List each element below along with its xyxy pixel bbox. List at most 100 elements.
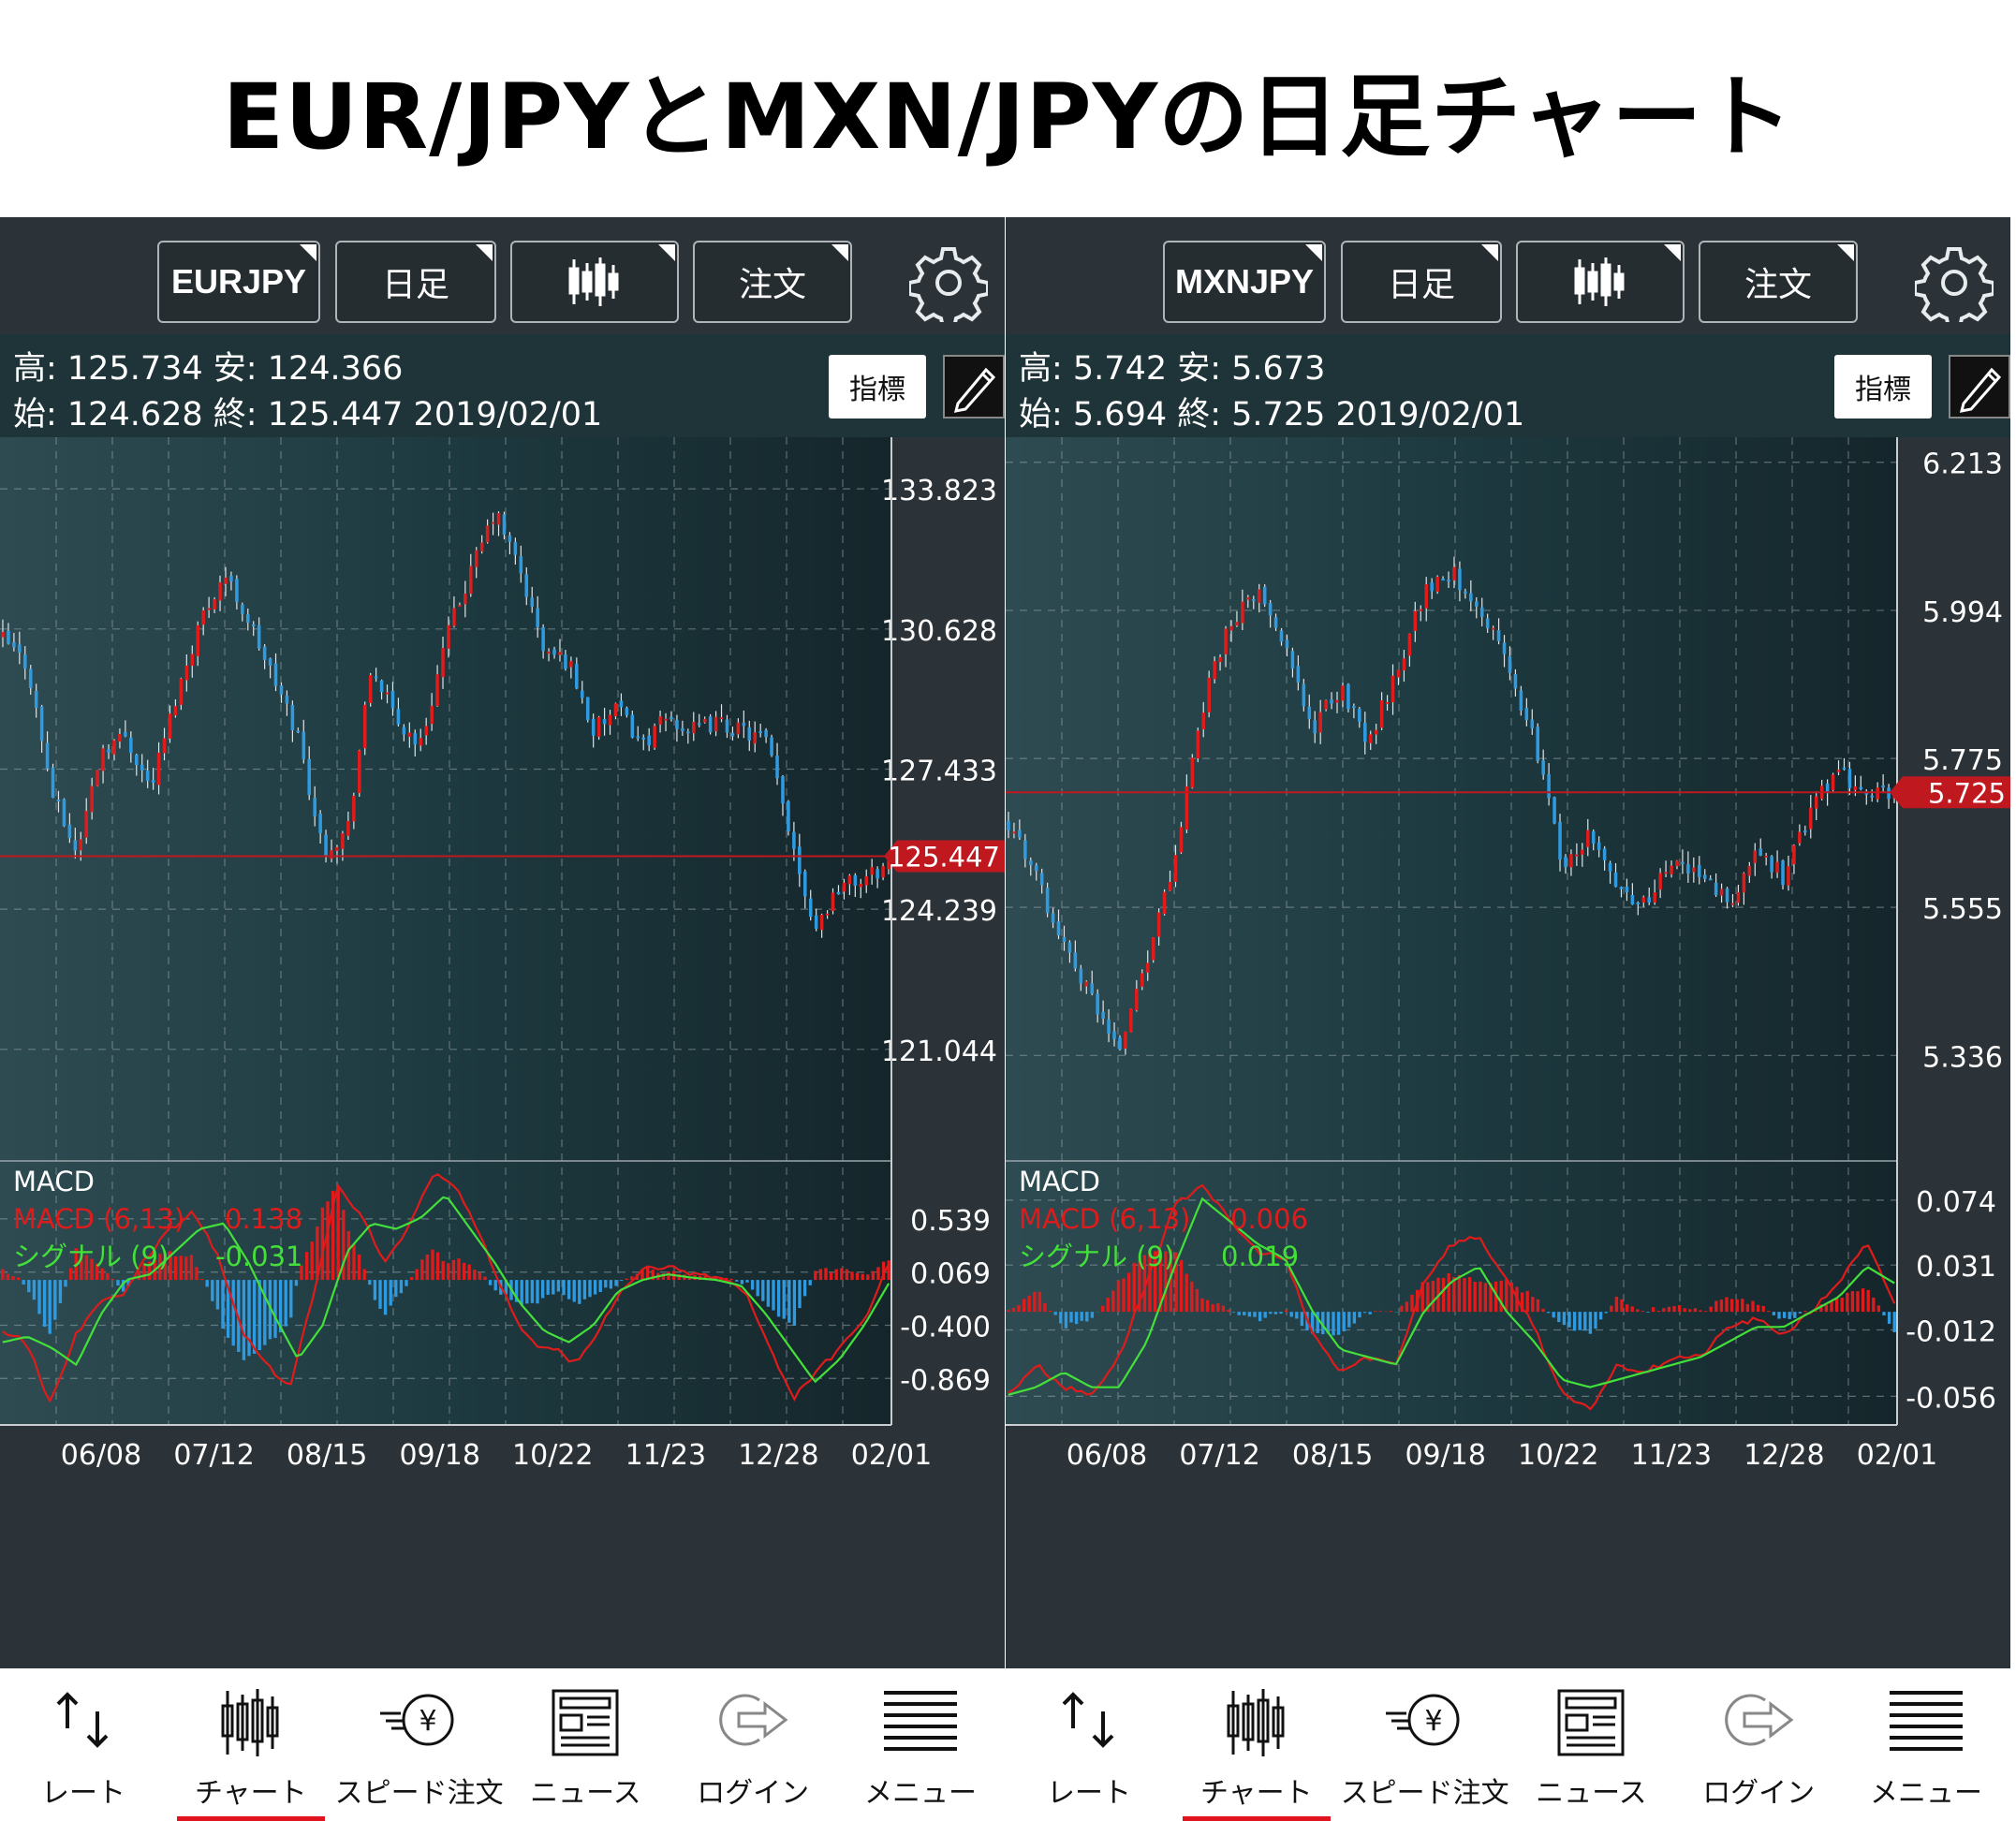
candle — [479, 535, 484, 554]
histogram-bar — [1090, 1312, 1095, 1318]
indicator-button[interactable]: 指標 — [1834, 355, 1932, 419]
settings-gear-icon[interactable] — [909, 243, 988, 322]
price-and-macd-chart[interactable]: 6.213 5.994 5.775 5.555 5.336 0.074 0.031 -0.01… — [1006, 437, 2010, 1472]
date-tick-label: 10/22 — [512, 1439, 593, 1472]
order-button[interactable]: 注文 — [693, 241, 852, 323]
histogram-bar — [1798, 1312, 1803, 1314]
settings-gear-icon[interactable] — [1915, 243, 1994, 322]
histogram-bar — [850, 1271, 854, 1281]
pencil-icon — [1959, 367, 2002, 413]
high-low-text: 高: 5.742 安: 5.673 — [1019, 350, 1326, 388]
price-tick-label: 124.239 — [881, 895, 997, 928]
nav-item[interactable]: ログイン — [1675, 1668, 1842, 1821]
symbol-selector-button[interactable]: MXNJPY — [1163, 241, 1326, 323]
signal-legend-label: シグナル (9) — [1019, 1241, 1174, 1272]
histogram-bar — [1588, 1312, 1593, 1334]
chart-type-selector-button[interactable] — [510, 241, 679, 323]
histogram-bar — [289, 1280, 293, 1318]
candle — [1407, 633, 1412, 667]
nav-item[interactable]: ニュース — [1508, 1668, 1674, 1821]
histogram-bar — [614, 1280, 618, 1286]
candle — [213, 596, 216, 613]
pencil-icon — [953, 367, 996, 413]
price-and-macd-chart[interactable]: 133.823 130.628 127.433 124.239 121.044 0.539… — [0, 437, 1005, 1472]
histogram-bar — [1651, 1307, 1655, 1313]
histogram-bar — [84, 1255, 89, 1281]
candle — [1619, 886, 1624, 898]
nav-item[interactable]: チャート — [1173, 1668, 1340, 1821]
candle — [468, 553, 473, 597]
histogram-bar — [346, 1230, 351, 1281]
histogram-bar — [467, 1264, 471, 1281]
drawing-tool-button[interactable] — [1949, 355, 2010, 419]
timeframe-selector-button[interactable]: 日足 — [1341, 241, 1502, 323]
candle — [1847, 761, 1852, 796]
nav-item[interactable]: ¥ スピード注文 — [335, 1668, 504, 1821]
histogram-bar — [163, 1252, 168, 1281]
price-tick-label: 5.336 — [1922, 1041, 2003, 1074]
candle — [647, 727, 651, 752]
candle — [218, 575, 222, 611]
nav-item[interactable]: メニュー — [1843, 1668, 2009, 1821]
candle — [229, 571, 233, 591]
histogram-bar — [1420, 1282, 1424, 1313]
histogram-bar — [1846, 1292, 1849, 1313]
histogram-bar — [184, 1256, 188, 1281]
candle — [758, 723, 762, 738]
histogram-bar — [1126, 1272, 1131, 1313]
nav-item[interactable]: レート — [1006, 1668, 1172, 1821]
histogram-bar — [546, 1280, 550, 1295]
indicator-button[interactable]: 指標 — [829, 355, 926, 419]
timeframe-selector-button[interactable]: 日足 — [335, 241, 496, 323]
candle — [1458, 561, 1462, 602]
candle — [402, 724, 406, 742]
candle — [781, 774, 785, 816]
order-button[interactable]: 注文 — [1699, 241, 1858, 323]
nav-item[interactable]: ログイン — [670, 1668, 836, 1821]
price-tick-label: 6.213 — [1922, 448, 2003, 481]
nav-item[interactable]: ニュース — [502, 1668, 669, 1821]
candle — [1107, 1008, 1111, 1043]
histogram-bar — [195, 1267, 199, 1281]
candle — [1140, 969, 1144, 991]
histogram-bar — [1164, 1251, 1168, 1313]
candle — [1836, 760, 1841, 776]
histogram-bar — [1447, 1273, 1450, 1313]
candle — [602, 708, 607, 736]
histogram-bar — [300, 1265, 303, 1281]
histogram-bar — [336, 1186, 340, 1281]
candle — [1118, 1035, 1122, 1051]
candle — [1257, 583, 1261, 613]
nav-item[interactable]: ¥ スピード注文 — [1341, 1668, 1509, 1821]
candle — [1413, 601, 1418, 642]
histogram-bar — [147, 1261, 152, 1281]
histogram-bar — [1347, 1312, 1351, 1328]
histogram-bar — [766, 1280, 771, 1307]
candle — [1641, 895, 1646, 907]
timeframe-label: 日足 — [1387, 266, 1455, 304]
candle — [1352, 703, 1356, 719]
histogram-bar — [525, 1280, 529, 1304]
histogram-bar — [242, 1280, 246, 1360]
histogram-bar — [1688, 1309, 1692, 1313]
histogram-bar — [651, 1270, 655, 1281]
histogram-bar — [824, 1268, 828, 1281]
nav-item[interactable]: レート — [0, 1668, 167, 1821]
histogram-bar — [1777, 1312, 1781, 1319]
candle — [792, 821, 796, 861]
candle — [1302, 678, 1306, 712]
histogram-bar — [677, 1273, 681, 1281]
candle — [702, 716, 707, 724]
candle — [1585, 818, 1590, 857]
candle — [691, 712, 696, 742]
candle — [764, 727, 768, 743]
chart-type-selector-button[interactable] — [1516, 241, 1685, 323]
candle — [296, 727, 301, 734]
histogram-bar — [1200, 1298, 1204, 1313]
symbol-selector-button[interactable]: EURJPY — [157, 241, 320, 323]
nav-item[interactable]: チャート — [168, 1668, 334, 1821]
candle — [1124, 1031, 1127, 1055]
nav-item[interactable]: メニュー — [837, 1668, 1004, 1821]
histogram-bar — [100, 1268, 104, 1281]
drawing-tool-button[interactable] — [943, 355, 1005, 419]
